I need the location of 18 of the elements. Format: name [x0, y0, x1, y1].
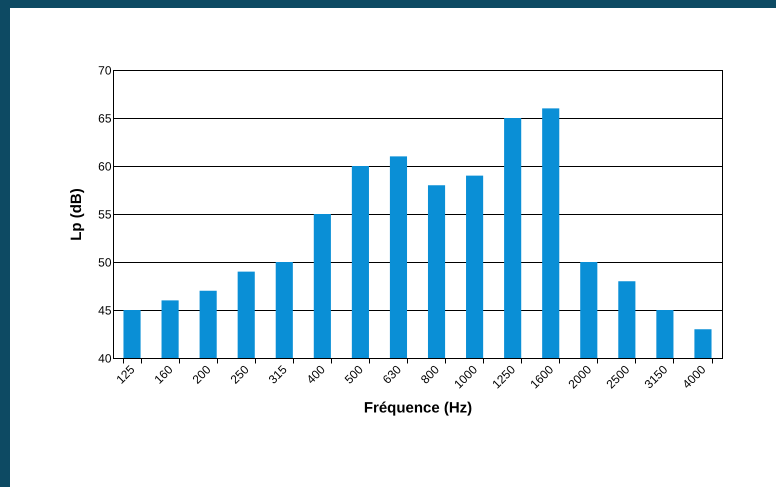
y-tick-label: 40 [98, 352, 112, 366]
x-tick-label: 250 [228, 362, 252, 387]
x-tick-label: 500 [342, 362, 366, 387]
x-tick-label: 125 [113, 362, 138, 387]
x-tick-label: 200 [190, 362, 214, 387]
x-tick-label: 630 [380, 362, 404, 387]
y-tick-label: 70 [98, 64, 112, 78]
x-tick-label: 800 [418, 362, 442, 387]
x-tick-label: 315 [266, 362, 290, 387]
x-axis-title: Fréquence (Hz) [364, 400, 472, 417]
y-tick-label: 55 [98, 208, 112, 222]
x-tick-label: 160 [151, 362, 176, 387]
y-axis-title: Lp (dB) [68, 188, 86, 241]
y-tick-label: 50 [98, 256, 112, 270]
y-tick-label: 45 [98, 304, 112, 318]
y-tick-label: 65 [98, 112, 112, 126]
x-tick-label: 400 [304, 362, 328, 387]
y-tick-label: 60 [98, 160, 112, 174]
